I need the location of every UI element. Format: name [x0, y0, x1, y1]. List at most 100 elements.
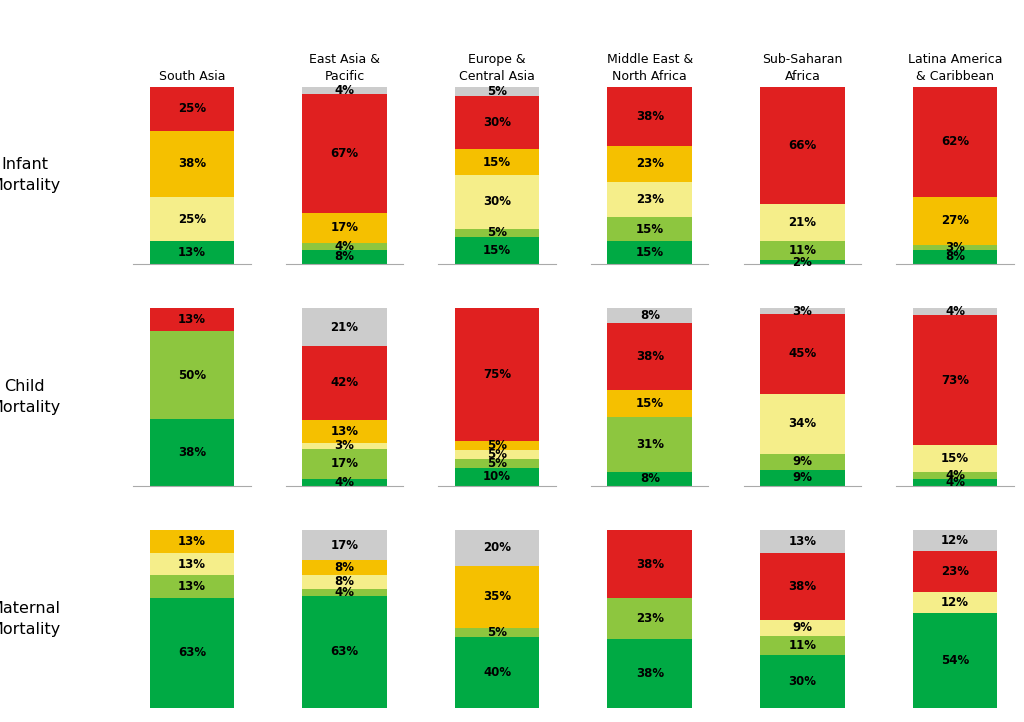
Text: 15%: 15% [941, 452, 969, 465]
Text: 17%: 17% [331, 457, 358, 470]
Text: 13%: 13% [788, 535, 816, 548]
Text: 38%: 38% [636, 110, 664, 123]
Text: 30%: 30% [788, 675, 816, 688]
Bar [607, 640, 692, 708]
Bar [760, 314, 845, 393]
Text: 75%: 75% [483, 368, 511, 381]
Text: 38%: 38% [178, 446, 206, 459]
Text: 21%: 21% [331, 321, 358, 334]
Text: 8%: 8% [640, 309, 659, 322]
Bar [302, 530, 387, 560]
Text: 17%: 17% [331, 221, 358, 234]
Text: Child
Mortality: Child Mortality [0, 379, 60, 415]
Text: 4%: 4% [945, 476, 965, 489]
Text: 5%: 5% [487, 457, 507, 470]
Text: Infant
Mortality: Infant Mortality [0, 157, 60, 193]
Bar [150, 197, 234, 241]
Text: 8%: 8% [335, 561, 354, 574]
Bar [912, 87, 997, 196]
Bar [455, 229, 540, 238]
Text: 10%: 10% [483, 471, 511, 484]
Text: 3%: 3% [793, 305, 812, 318]
Text: 8%: 8% [335, 251, 354, 264]
Text: 4%: 4% [335, 476, 354, 489]
Text: 38%: 38% [636, 557, 664, 570]
Text: 27%: 27% [941, 214, 969, 227]
Bar [455, 308, 540, 441]
Text: 8%: 8% [945, 251, 965, 264]
Title: Sub-Saharan
Africa: Sub-Saharan Africa [762, 53, 843, 83]
Text: 23%: 23% [636, 612, 664, 625]
Text: 54%: 54% [941, 653, 969, 666]
Bar [760, 204, 845, 241]
Text: 4%: 4% [335, 84, 354, 97]
Bar [607, 87, 692, 146]
Bar [302, 420, 387, 443]
Bar [912, 530, 997, 551]
Text: 38%: 38% [788, 580, 816, 593]
Title: East Asia &
Pacific: East Asia & Pacific [309, 53, 380, 83]
Text: 15%: 15% [636, 397, 664, 410]
Bar [150, 419, 234, 486]
Bar [455, 149, 540, 175]
Bar [150, 553, 234, 575]
Title: Middle East &
North Africa: Middle East & North Africa [606, 53, 693, 83]
Text: 15%: 15% [483, 155, 511, 168]
Text: 2%: 2% [793, 256, 812, 269]
Bar [455, 175, 540, 229]
Bar [607, 530, 692, 599]
Bar [760, 454, 845, 470]
Bar [150, 131, 234, 197]
Bar [455, 451, 540, 459]
Text: 15%: 15% [636, 246, 664, 259]
Text: Maternal
Mortality: Maternal Mortality [0, 601, 60, 637]
Text: 21%: 21% [788, 216, 816, 229]
Bar [607, 323, 692, 390]
Bar [760, 530, 845, 553]
Text: 17%: 17% [331, 539, 358, 552]
Text: 13%: 13% [178, 535, 206, 548]
Title: South Asia: South Asia [159, 70, 225, 83]
Bar [607, 471, 692, 486]
Text: 45%: 45% [788, 347, 816, 360]
Bar [150, 331, 234, 419]
Text: 35%: 35% [483, 590, 511, 603]
Bar [760, 393, 845, 454]
Bar [760, 308, 845, 314]
Text: 38%: 38% [636, 667, 664, 680]
Text: 5%: 5% [487, 227, 507, 240]
Text: 5%: 5% [487, 440, 507, 453]
Bar [607, 308, 692, 323]
Bar [455, 459, 540, 468]
Bar [912, 479, 997, 486]
Bar [912, 471, 997, 479]
Text: 62%: 62% [941, 135, 969, 148]
Bar [150, 308, 234, 331]
Bar [912, 308, 997, 316]
Bar [302, 560, 387, 575]
Bar [302, 575, 387, 588]
Text: 13%: 13% [178, 246, 206, 259]
Bar [760, 87, 845, 204]
Bar [302, 212, 387, 243]
Text: 38%: 38% [178, 157, 206, 170]
Text: 50%: 50% [178, 369, 206, 382]
Text: 15%: 15% [483, 244, 511, 257]
Bar [455, 627, 540, 637]
Bar [607, 390, 692, 417]
Bar [302, 596, 387, 708]
Bar [302, 346, 387, 420]
Bar [455, 95, 540, 149]
Title: Europe &
Central Asia: Europe & Central Asia [459, 53, 536, 83]
Bar [607, 146, 692, 181]
Bar [912, 613, 997, 708]
Text: 5%: 5% [487, 84, 507, 97]
Bar [607, 599, 692, 640]
Bar [912, 551, 997, 591]
Text: 31%: 31% [636, 438, 664, 451]
Bar [455, 238, 540, 264]
Bar [760, 241, 845, 261]
Bar [455, 565, 540, 627]
Bar [150, 87, 234, 131]
Text: 8%: 8% [335, 575, 354, 588]
